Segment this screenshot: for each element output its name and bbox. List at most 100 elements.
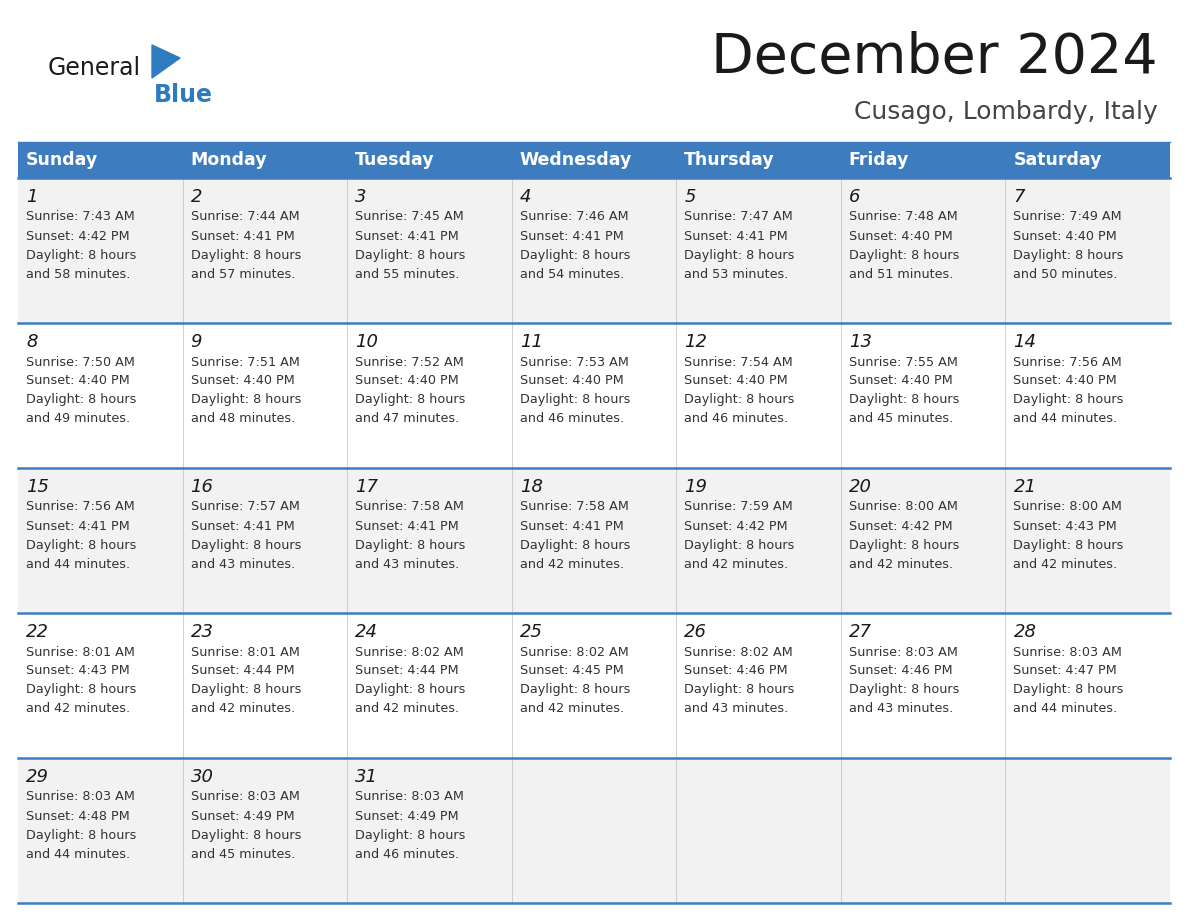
Text: and 55 minutes.: and 55 minutes. — [355, 267, 460, 281]
Text: Sunrise: 7:57 AM: Sunrise: 7:57 AM — [190, 500, 299, 513]
Text: Sunrise: 7:50 AM: Sunrise: 7:50 AM — [26, 355, 135, 368]
Text: Wednesday: Wednesday — [519, 151, 632, 169]
Text: Sunrise: 8:03 AM: Sunrise: 8:03 AM — [355, 790, 465, 803]
Text: December 2024: December 2024 — [712, 31, 1158, 85]
Text: Daylight: 8 hours: Daylight: 8 hours — [190, 539, 301, 552]
Text: and 44 minutes.: and 44 minutes. — [1013, 702, 1118, 715]
Text: Friday: Friday — [849, 151, 909, 169]
Text: Daylight: 8 hours: Daylight: 8 hours — [684, 684, 795, 697]
Text: and 42 minutes.: and 42 minutes. — [26, 702, 131, 715]
Text: Daylight: 8 hours: Daylight: 8 hours — [190, 249, 301, 262]
Text: 31: 31 — [355, 768, 378, 786]
Bar — [18, 613, 1170, 758]
Text: 6: 6 — [849, 188, 860, 206]
Bar — [841, 142, 1005, 178]
Text: Sunrise: 7:52 AM: Sunrise: 7:52 AM — [355, 355, 463, 368]
Bar — [18, 323, 1170, 468]
Text: Sunrise: 7:58 AM: Sunrise: 7:58 AM — [519, 500, 628, 513]
Bar — [18, 758, 1170, 903]
Text: Daylight: 8 hours: Daylight: 8 hours — [26, 539, 137, 552]
Text: Thursday: Thursday — [684, 151, 775, 169]
Text: Sunrise: 7:55 AM: Sunrise: 7:55 AM — [849, 355, 958, 368]
Text: 23: 23 — [190, 623, 214, 641]
Text: Sunset: 4:42 PM: Sunset: 4:42 PM — [849, 520, 953, 532]
Text: and 54 minutes.: and 54 minutes. — [519, 267, 624, 281]
Text: Sunrise: 8:02 AM: Sunrise: 8:02 AM — [684, 645, 794, 658]
Text: and 47 minutes.: and 47 minutes. — [355, 412, 460, 426]
Text: and 53 minutes.: and 53 minutes. — [684, 267, 789, 281]
Text: Sunrise: 8:03 AM: Sunrise: 8:03 AM — [849, 645, 958, 658]
Text: Daylight: 8 hours: Daylight: 8 hours — [849, 249, 959, 262]
Text: 26: 26 — [684, 623, 707, 641]
Text: 4: 4 — [519, 188, 531, 206]
Text: Tuesday: Tuesday — [355, 151, 435, 169]
Text: Daylight: 8 hours: Daylight: 8 hours — [519, 249, 630, 262]
Text: and 44 minutes.: and 44 minutes. — [1013, 412, 1118, 426]
Text: and 57 minutes.: and 57 minutes. — [190, 267, 295, 281]
Text: Daylight: 8 hours: Daylight: 8 hours — [684, 394, 795, 407]
Text: Daylight: 8 hours: Daylight: 8 hours — [355, 829, 466, 842]
Text: and 44 minutes.: and 44 minutes. — [26, 557, 131, 570]
Bar — [676, 142, 841, 178]
Text: Sunrise: 7:59 AM: Sunrise: 7:59 AM — [684, 500, 794, 513]
Text: 25: 25 — [519, 623, 543, 641]
Text: Sunset: 4:46 PM: Sunset: 4:46 PM — [684, 665, 788, 677]
Text: Sunset: 4:40 PM: Sunset: 4:40 PM — [355, 375, 459, 387]
Text: Daylight: 8 hours: Daylight: 8 hours — [355, 684, 466, 697]
Text: Daylight: 8 hours: Daylight: 8 hours — [849, 394, 959, 407]
Text: Daylight: 8 hours: Daylight: 8 hours — [519, 539, 630, 552]
Bar — [18, 142, 183, 178]
Text: 27: 27 — [849, 623, 872, 641]
Text: and 42 minutes.: and 42 minutes. — [355, 702, 460, 715]
Text: Sunset: 4:47 PM: Sunset: 4:47 PM — [1013, 665, 1117, 677]
Text: Monday: Monday — [190, 151, 267, 169]
Text: Daylight: 8 hours: Daylight: 8 hours — [355, 394, 466, 407]
Text: Daylight: 8 hours: Daylight: 8 hours — [26, 249, 137, 262]
Text: Sunset: 4:40 PM: Sunset: 4:40 PM — [684, 375, 788, 387]
Text: and 46 minutes.: and 46 minutes. — [355, 847, 460, 860]
Text: and 45 minutes.: and 45 minutes. — [190, 847, 295, 860]
Text: Daylight: 8 hours: Daylight: 8 hours — [1013, 684, 1124, 697]
Text: 5: 5 — [684, 188, 696, 206]
Text: Sunrise: 7:51 AM: Sunrise: 7:51 AM — [190, 355, 299, 368]
Text: Sunset: 4:42 PM: Sunset: 4:42 PM — [26, 230, 129, 242]
Text: Sunrise: 7:48 AM: Sunrise: 7:48 AM — [849, 210, 958, 223]
Bar — [183, 142, 347, 178]
Text: Sunrise: 7:46 AM: Sunrise: 7:46 AM — [519, 210, 628, 223]
Text: 11: 11 — [519, 333, 543, 351]
Text: Daylight: 8 hours: Daylight: 8 hours — [1013, 249, 1124, 262]
Text: 9: 9 — [190, 333, 202, 351]
Text: Sunrise: 7:53 AM: Sunrise: 7:53 AM — [519, 355, 628, 368]
Text: Daylight: 8 hours: Daylight: 8 hours — [190, 829, 301, 842]
Text: and 48 minutes.: and 48 minutes. — [190, 412, 295, 426]
Text: and 45 minutes.: and 45 minutes. — [849, 412, 953, 426]
Text: Sunset: 4:45 PM: Sunset: 4:45 PM — [519, 665, 624, 677]
Text: Sunrise: 8:02 AM: Sunrise: 8:02 AM — [355, 645, 463, 658]
Text: Sunset: 4:44 PM: Sunset: 4:44 PM — [355, 665, 459, 677]
Text: Sunrise: 8:03 AM: Sunrise: 8:03 AM — [1013, 645, 1123, 658]
Text: and 50 minutes.: and 50 minutes. — [1013, 267, 1118, 281]
Text: and 42 minutes.: and 42 minutes. — [190, 702, 295, 715]
Text: 24: 24 — [355, 623, 378, 641]
Text: Sunrise: 7:56 AM: Sunrise: 7:56 AM — [1013, 355, 1123, 368]
Text: and 43 minutes.: and 43 minutes. — [684, 702, 789, 715]
Text: 1: 1 — [26, 188, 38, 206]
Text: and 42 minutes.: and 42 minutes. — [684, 557, 789, 570]
Text: and 43 minutes.: and 43 minutes. — [849, 702, 953, 715]
Text: Sunrise: 7:47 AM: Sunrise: 7:47 AM — [684, 210, 794, 223]
Text: Sunset: 4:40 PM: Sunset: 4:40 PM — [1013, 375, 1117, 387]
Text: 29: 29 — [26, 768, 49, 786]
Text: Sunset: 4:42 PM: Sunset: 4:42 PM — [684, 520, 788, 532]
Text: Sunset: 4:43 PM: Sunset: 4:43 PM — [26, 665, 129, 677]
Text: Daylight: 8 hours: Daylight: 8 hours — [1013, 539, 1124, 552]
Bar — [512, 142, 676, 178]
Text: 22: 22 — [26, 623, 49, 641]
Text: Sunset: 4:49 PM: Sunset: 4:49 PM — [355, 810, 459, 823]
Text: 21: 21 — [1013, 478, 1036, 496]
Text: Sunset: 4:40 PM: Sunset: 4:40 PM — [1013, 230, 1117, 242]
Text: Saturday: Saturday — [1013, 151, 1102, 169]
Text: Sunrise: 7:43 AM: Sunrise: 7:43 AM — [26, 210, 134, 223]
Text: Daylight: 8 hours: Daylight: 8 hours — [355, 539, 466, 552]
Text: Sunrise: 8:03 AM: Sunrise: 8:03 AM — [190, 790, 299, 803]
Text: and 42 minutes.: and 42 minutes. — [519, 557, 624, 570]
